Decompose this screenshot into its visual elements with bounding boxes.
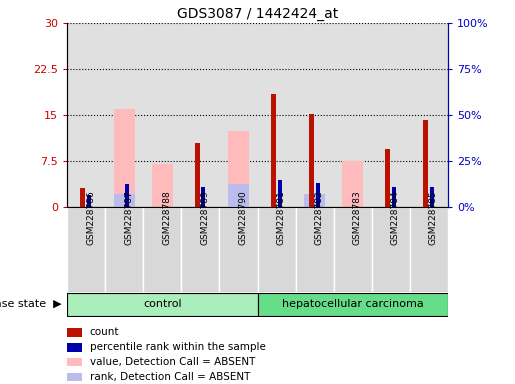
Text: count: count — [90, 327, 119, 337]
Bar — [114, 109, 134, 207]
Bar — [278, 180, 282, 207]
Bar — [258, 23, 296, 207]
Bar — [423, 120, 428, 207]
Bar — [67, 23, 105, 207]
Bar — [67, 373, 82, 381]
Bar — [219, 207, 258, 292]
Bar — [80, 188, 85, 207]
Bar — [67, 207, 105, 292]
Bar — [201, 187, 205, 207]
Bar — [296, 207, 334, 292]
Bar — [181, 23, 219, 207]
Title: GDS3087 / 1442424_at: GDS3087 / 1442424_at — [177, 7, 338, 21]
Bar — [309, 114, 314, 207]
Bar — [228, 184, 249, 207]
Text: GSM228782: GSM228782 — [315, 190, 323, 245]
Bar — [372, 207, 410, 292]
Bar — [316, 183, 320, 207]
Text: GSM228781: GSM228781 — [277, 190, 285, 245]
Text: percentile rank within the sample: percentile rank within the sample — [90, 342, 266, 352]
Text: GSM228788: GSM228788 — [162, 190, 171, 245]
Text: GSM228790: GSM228790 — [238, 190, 247, 245]
Bar — [410, 23, 448, 207]
Bar — [105, 207, 143, 292]
Text: hepatocellular carcinoma: hepatocellular carcinoma — [282, 299, 424, 309]
Bar — [392, 187, 396, 207]
Bar — [219, 23, 258, 207]
Bar — [67, 293, 258, 316]
Text: value, Detection Call = ABSENT: value, Detection Call = ABSENT — [90, 357, 255, 367]
Bar — [143, 207, 181, 292]
Bar — [152, 164, 173, 207]
Bar — [67, 358, 82, 366]
Text: GSM228787: GSM228787 — [124, 190, 133, 245]
Bar — [105, 23, 143, 207]
Text: rank, Detection Call = ABSENT: rank, Detection Call = ABSENT — [90, 372, 250, 382]
Bar — [258, 207, 296, 292]
Bar — [114, 194, 134, 207]
Text: control: control — [143, 299, 182, 309]
Bar — [342, 161, 363, 207]
Text: GSM228789: GSM228789 — [200, 190, 209, 245]
Text: disease state  ▶: disease state ▶ — [0, 299, 62, 309]
Bar — [67, 328, 82, 337]
Bar — [410, 207, 448, 292]
Bar — [271, 94, 276, 207]
Bar — [195, 143, 200, 207]
Bar — [125, 184, 129, 207]
Bar — [334, 207, 372, 292]
Bar — [372, 23, 410, 207]
Bar — [385, 149, 390, 207]
Bar — [258, 293, 448, 316]
Bar — [304, 194, 325, 207]
Text: GSM228784: GSM228784 — [391, 190, 400, 245]
Text: GSM228786: GSM228786 — [86, 190, 95, 245]
Bar — [430, 187, 434, 207]
Bar — [181, 207, 219, 292]
Text: GSM228785: GSM228785 — [429, 190, 438, 245]
Bar — [228, 131, 249, 207]
Text: GSM228783: GSM228783 — [353, 190, 362, 245]
Bar — [334, 23, 372, 207]
Bar — [87, 195, 91, 207]
Bar — [143, 23, 181, 207]
Bar — [296, 23, 334, 207]
Bar — [67, 343, 82, 352]
